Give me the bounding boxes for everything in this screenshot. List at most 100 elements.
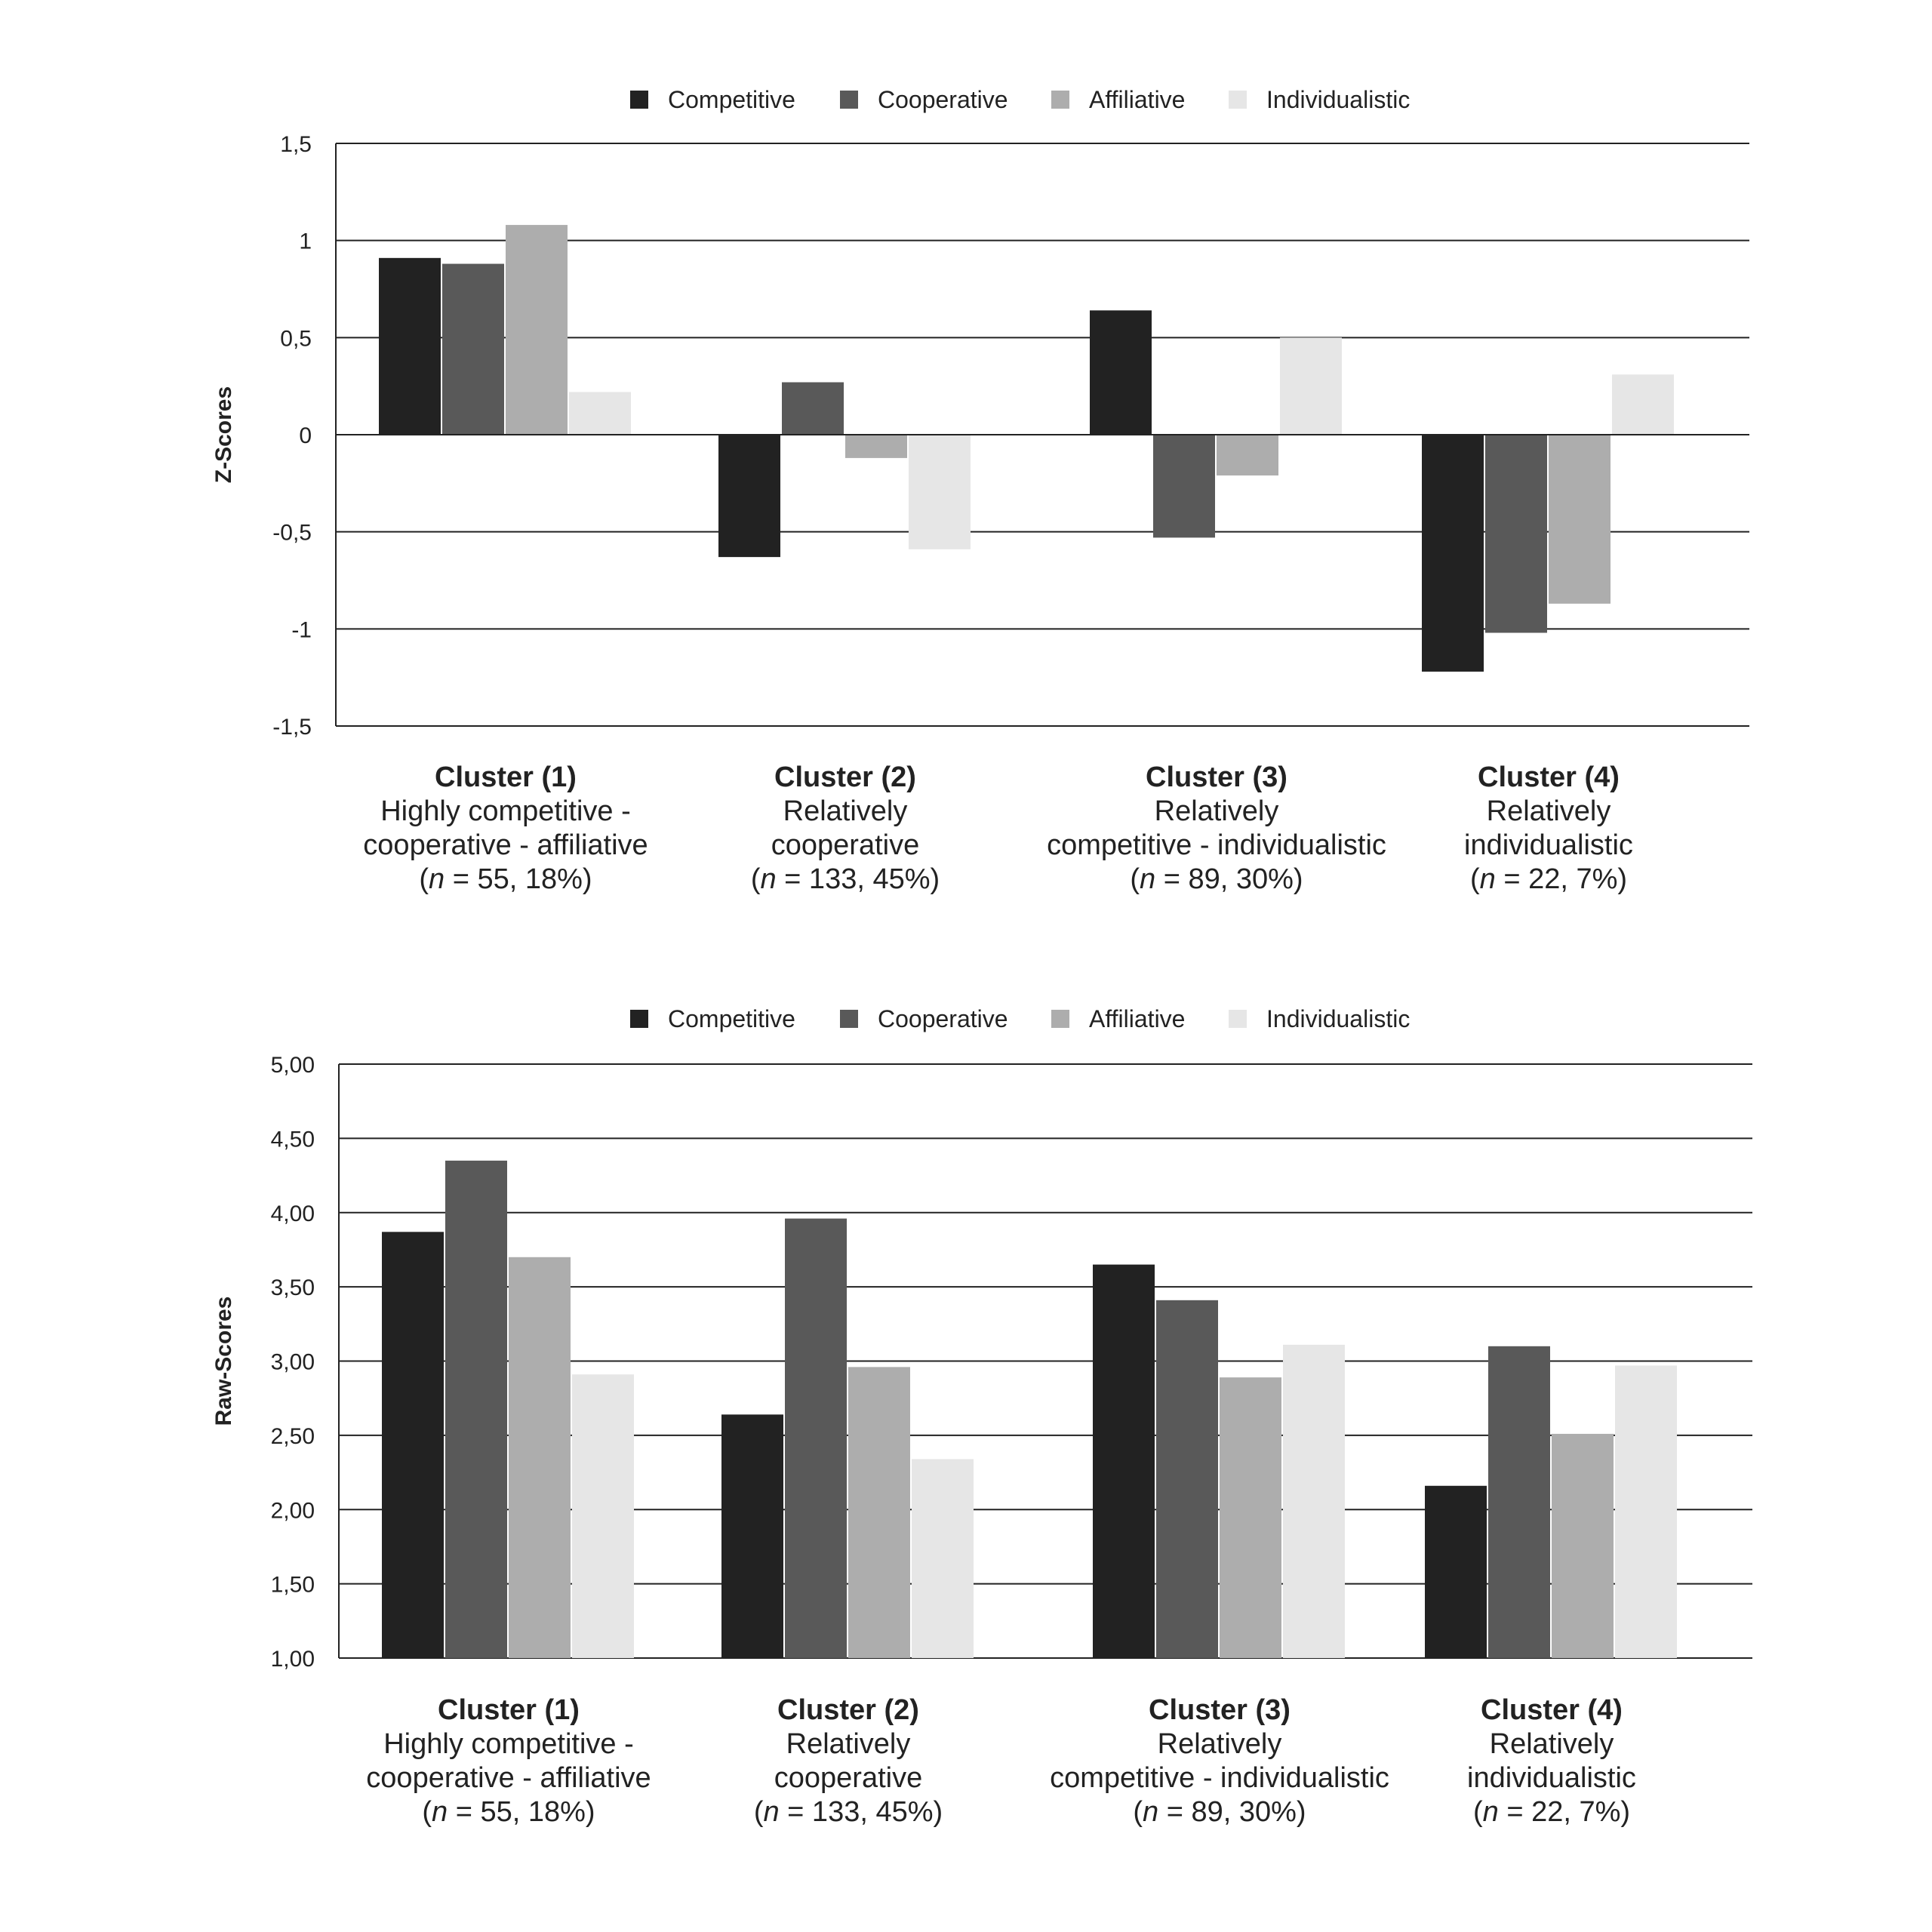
- bar-affiliative-cluster-1: [506, 225, 568, 435]
- y-tick-label: 4,50: [271, 1127, 315, 1152]
- cluster-title: Cluster (3): [1146, 761, 1287, 793]
- cluster-description-line: cooperative: [771, 829, 919, 861]
- legend-swatch-affiliative: [1051, 91, 1069, 109]
- cluster-title: Cluster (1): [435, 761, 577, 793]
- bar-affiliative-cluster-4: [1549, 435, 1611, 604]
- legend: Competitive Cooperative Affiliative Individ…: [630, 1005, 1410, 1032]
- bar-affiliative-cluster-4: [1552, 1433, 1614, 1658]
- cluster-title: Cluster (3): [1149, 1694, 1291, 1726]
- y-tick-label: 2,50: [271, 1424, 315, 1449]
- legend-label-affiliative: Affiliative: [1089, 1005, 1185, 1032]
- bar-affiliative-cluster-2: [848, 1367, 910, 1658]
- legend-label-cooperative: Cooperative: [878, 86, 1008, 113]
- y-tick-label: -0,5: [272, 521, 312, 546]
- cluster-title: Cluster (4): [1481, 1694, 1623, 1726]
- bar-individualistic-cluster-1: [572, 1374, 634, 1658]
- bar-competitive-cluster-1: [379, 257, 441, 435]
- y-tick-label: 1,00: [271, 1647, 315, 1672]
- bar-competitive-cluster-2: [718, 435, 780, 558]
- y-tick-label: 3,00: [271, 1350, 315, 1375]
- bar-cooperative-cluster-4: [1488, 1346, 1550, 1658]
- bar-individualistic-cluster-4: [1615, 1365, 1677, 1658]
- y-tick-label: 2,00: [271, 1498, 315, 1523]
- y-tick-label: 0,5: [280, 326, 312, 351]
- bar-cooperative-cluster-3: [1156, 1300, 1218, 1658]
- y-axis-title: Raw-Scores: [211, 1297, 236, 1426]
- bar-cooperative-cluster-4: [1485, 435, 1547, 633]
- y-tick-label: -1,5: [272, 715, 312, 740]
- y-tick-label: 4,00: [271, 1201, 315, 1226]
- cluster-sample-size: (n = 22, 7%): [1470, 863, 1627, 895]
- cluster-description-line: cooperative - affiliative: [366, 1762, 651, 1794]
- bar-competitive-cluster-4: [1422, 435, 1484, 672]
- cluster-description-line: cooperative - affiliative: [363, 829, 648, 861]
- bar-individualistic-cluster-3: [1283, 1344, 1345, 1658]
- legend-swatch-individualistic: [1229, 91, 1247, 109]
- bar-individualistic-cluster-2: [912, 1459, 974, 1658]
- chart-1: Competitive Cooperative Affiliative Individ…: [211, 86, 1749, 895]
- bar-individualistic-cluster-4: [1612, 374, 1674, 435]
- cluster-description-line: Relatively: [783, 795, 908, 827]
- y-tick-label: 5,00: [271, 1053, 315, 1078]
- cluster-description-line: competitive - individualistic: [1047, 829, 1386, 861]
- legend-label-individualistic: Individualistic: [1266, 1005, 1410, 1032]
- legend-swatch-cooperative: [840, 1010, 858, 1028]
- bar-affiliative-cluster-3: [1217, 435, 1278, 476]
- bar-cooperative-cluster-2: [785, 1218, 847, 1658]
- cluster-title: Cluster (2): [774, 761, 916, 793]
- legend-swatch-individualistic: [1229, 1010, 1247, 1028]
- y-tick-label: 1: [299, 229, 312, 254]
- cluster-description-line: Relatively: [1487, 795, 1611, 827]
- y-axis-title: Z-Scores: [211, 386, 236, 483]
- legend-label-affiliative: Affiliative: [1089, 86, 1185, 113]
- cluster-description-line: Relatively: [1155, 795, 1279, 827]
- bar-competitive-cluster-2: [721, 1414, 783, 1658]
- cluster-description-line: Relatively: [1158, 1728, 1282, 1760]
- cluster-title: Cluster (4): [1478, 761, 1620, 793]
- cluster-description-line: Highly competitive -: [383, 1728, 634, 1760]
- cluster-description-line: individualistic: [1464, 829, 1633, 861]
- bar-cooperative-cluster-1: [442, 263, 504, 435]
- y-tick-label: 1,5: [280, 132, 312, 157]
- cluster-sample-size: (n = 55, 18%): [419, 863, 592, 895]
- bar-cooperative-cluster-1: [445, 1160, 507, 1658]
- bar-affiliative-cluster-3: [1220, 1377, 1281, 1658]
- chart-2: Competitive Cooperative Affiliative Individ…: [211, 1005, 1752, 1828]
- bar-individualistic-cluster-3: [1280, 337, 1342, 435]
- bar-competitive-cluster-1: [382, 1232, 444, 1658]
- bar-individualistic-cluster-2: [909, 435, 971, 549]
- cluster-sample-size: (n = 89, 30%): [1133, 1796, 1306, 1828]
- y-tick-label: -1: [291, 617, 312, 642]
- legend-swatch-competitive: [630, 91, 648, 109]
- legend-swatch-cooperative: [840, 91, 858, 109]
- legend-label-competitive: Competitive: [668, 1005, 795, 1032]
- legend-label-individualistic: Individualistic: [1266, 86, 1410, 113]
- cluster-title: Cluster (1): [438, 1694, 580, 1726]
- cluster-description-line: Relatively: [1490, 1728, 1614, 1760]
- cluster-description-line: Highly competitive -: [380, 795, 631, 827]
- bar-individualistic-cluster-1: [569, 392, 631, 435]
- y-tick-label: 1,50: [271, 1573, 315, 1598]
- legend-swatch-competitive: [630, 1010, 648, 1028]
- category-label-cluster-1: Cluster (1)Highly competitive -cooperati…: [363, 761, 648, 895]
- cluster-description-line: cooperative: [774, 1762, 922, 1794]
- bar-competitive-cluster-4: [1425, 1485, 1487, 1658]
- cluster-description-line: competitive - individualistic: [1050, 1762, 1389, 1794]
- cluster-sample-size: (n = 55, 18%): [422, 1796, 595, 1828]
- cluster-description-line: Relatively: [786, 1728, 911, 1760]
- cluster-sample-size: (n = 22, 7%): [1473, 1796, 1630, 1828]
- cluster-sample-size: (n = 133, 45%): [751, 863, 940, 895]
- legend: Competitive Cooperative Affiliative Individ…: [630, 86, 1410, 113]
- bar-cooperative-cluster-3: [1153, 435, 1215, 538]
- bar-competitive-cluster-3: [1090, 310, 1152, 435]
- bar-competitive-cluster-3: [1093, 1264, 1155, 1658]
- y-tick-label: 3,50: [271, 1275, 315, 1300]
- legend-label-competitive: Competitive: [668, 86, 795, 113]
